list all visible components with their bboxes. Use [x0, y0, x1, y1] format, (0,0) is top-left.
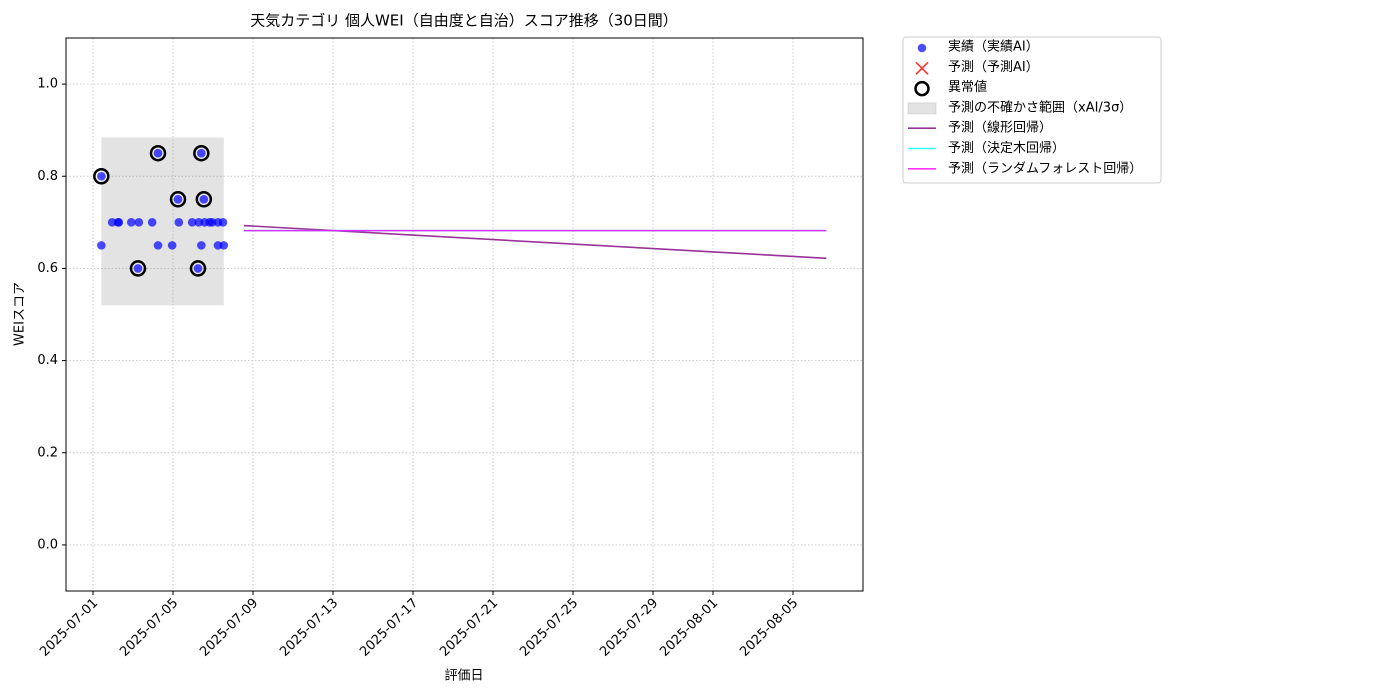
actual-point	[97, 171, 106, 181]
legend-label: 予測（線形回帰）	[948, 120, 1052, 136]
actual-point	[127, 218, 136, 227]
actual-point	[173, 194, 183, 204]
actual-point	[197, 148, 206, 158]
legend-swatch	[917, 43, 927, 53]
anomaly-marker	[149, 144, 167, 162]
x-tick-label: 2025-07-09	[197, 596, 261, 660]
x-tick-label: 2025-07-01	[37, 596, 101, 660]
x-tick-label: 2025-08-01	[657, 596, 721, 660]
x-tick-label: 2025-08-05	[737, 596, 801, 660]
legend-swatch	[907, 102, 937, 115]
actual-point	[174, 218, 184, 227]
legend-label: 予測（決定木回帰）	[948, 140, 1065, 156]
anomaly-marker	[129, 260, 147, 277]
actual-point	[199, 194, 209, 204]
x-tick-label: 2025-07-13	[277, 596, 341, 660]
actual-point	[219, 241, 229, 250]
plot-frame	[65, 37, 864, 592]
legend-swatch	[914, 80, 930, 97]
actual-point	[197, 241, 206, 250]
actual-point	[147, 218, 157, 227]
anomaly-marker	[93, 168, 110, 185]
y-tick-label: 0.6	[37, 261, 58, 276]
legend-label: 異常値	[948, 79, 987, 95]
legend-label: 予測（ランダムフォレスト回帰）	[948, 160, 1142, 176]
legend-box	[902, 36, 1162, 184]
actual-point	[134, 218, 144, 227]
actual-point	[167, 241, 177, 250]
x-axis-label: 評価日	[444, 669, 483, 684]
y-tick-label: 1.0	[37, 77, 58, 92]
actual-point	[97, 241, 106, 250]
y-axis-label: WEIスコア	[13, 282, 28, 346]
x-tick-label: 2025-07-17	[357, 596, 421, 660]
legend-label: 予測（予測AI）	[948, 60, 1039, 75]
legend-label: 予測の不確かさ範囲（xAI/3σ）	[948, 99, 1132, 115]
legend-swatch	[915, 61, 929, 75]
anomaly-marker	[189, 260, 207, 277]
actual-point	[187, 218, 197, 227]
x-tick-label: 2025-07-05	[117, 596, 181, 660]
x-tick-label: 2025-07-29	[597, 596, 661, 660]
x-tick-label: 2025-07-25	[517, 596, 581, 660]
actual-point	[114, 218, 124, 227]
actual-point	[133, 264, 143, 273]
anomaly-marker	[193, 144, 210, 162]
y-tick-label: 0.0	[37, 537, 58, 552]
y-tick-label: 0.2	[37, 445, 58, 460]
actual-point	[218, 218, 228, 227]
y-tick-label: 0.8	[37, 169, 58, 184]
legend-label: 実績（実績AI）	[948, 39, 1039, 55]
actual-point	[193, 264, 203, 273]
anomaly-marker	[195, 191, 213, 208]
y-tick-label: 0.4	[37, 353, 58, 368]
actual-point	[153, 148, 163, 158]
chart-title: 天気カテゴリ 個人WEI（自由度と自治）スコア推移（30日間）	[250, 12, 678, 30]
anomaly-marker	[169, 191, 187, 208]
actual-point	[153, 241, 163, 250]
x-tick-label: 2025-07-21	[437, 596, 501, 660]
